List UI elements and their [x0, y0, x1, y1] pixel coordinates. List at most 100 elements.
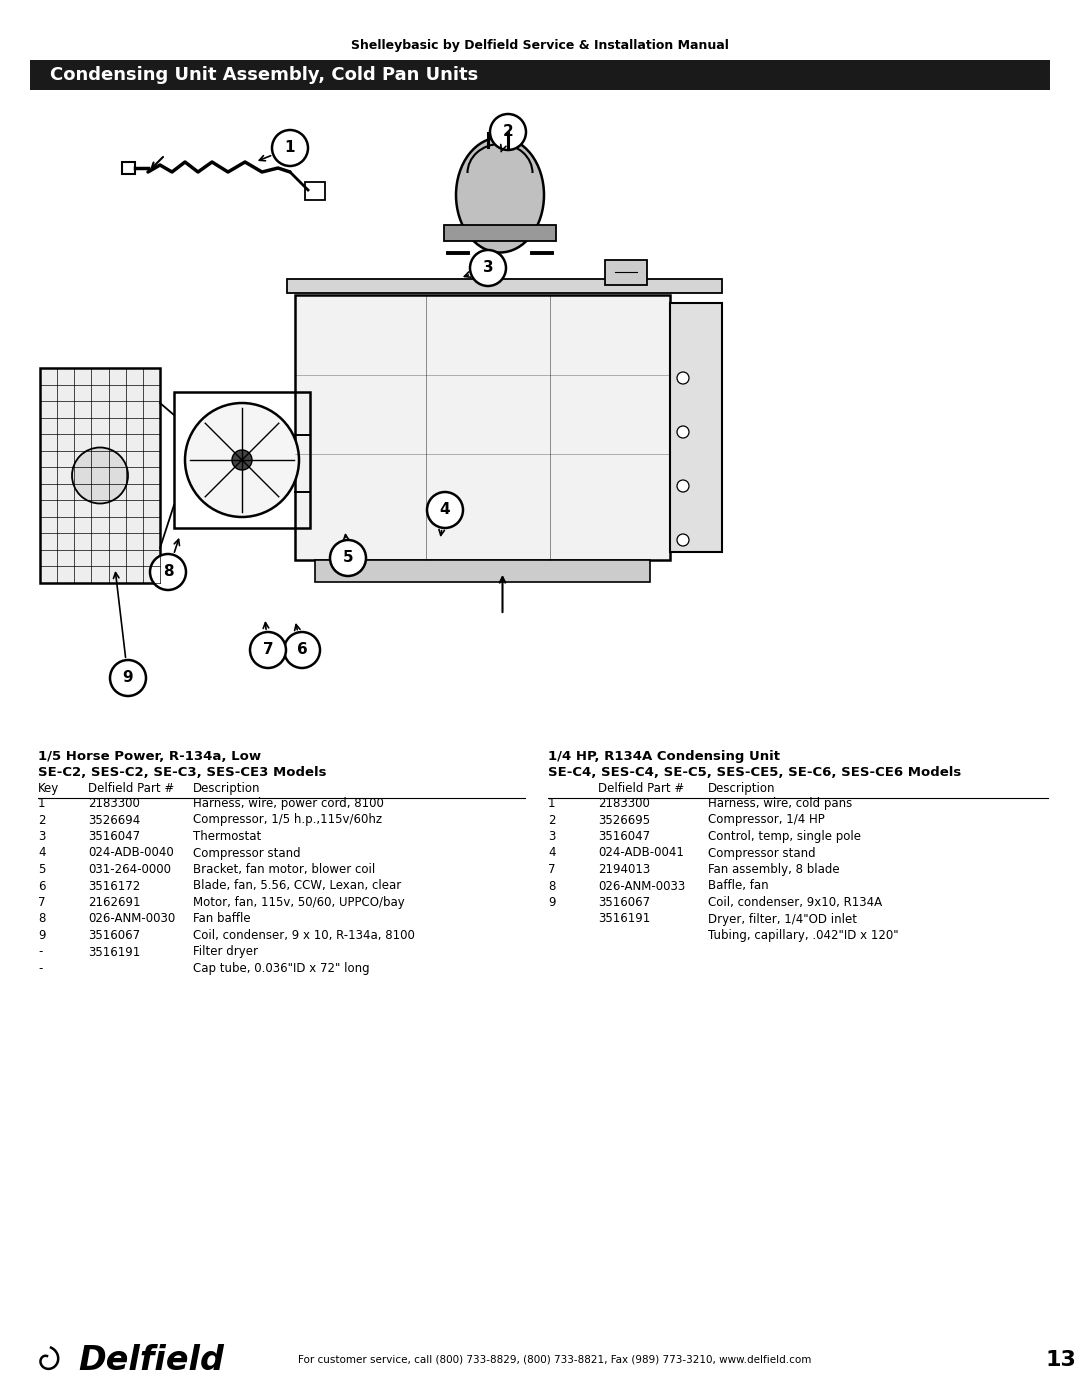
Text: 5: 5 [342, 550, 353, 566]
Text: Condensing Unit Assembly, Cold Pan Units: Condensing Unit Assembly, Cold Pan Units [50, 66, 478, 84]
Text: 2: 2 [502, 124, 513, 140]
Text: 3: 3 [38, 830, 45, 842]
Circle shape [249, 631, 286, 668]
Text: 026-ANM-0030: 026-ANM-0030 [87, 912, 175, 925]
Circle shape [330, 541, 366, 576]
Text: 3516172: 3516172 [87, 880, 140, 893]
Text: 7: 7 [38, 895, 45, 909]
FancyBboxPatch shape [670, 303, 723, 552]
Text: 1: 1 [285, 141, 295, 155]
Circle shape [490, 115, 526, 149]
Text: Delfield: Delfield [78, 1344, 224, 1376]
Text: 4: 4 [548, 847, 555, 859]
Text: 024-ADB-0041: 024-ADB-0041 [598, 847, 684, 859]
Text: Coil, condenser, 9 x 10, R-134a, 8100: Coil, condenser, 9 x 10, R-134a, 8100 [193, 929, 415, 942]
Text: -: - [38, 946, 42, 958]
Text: 4: 4 [440, 503, 450, 517]
Text: 3516191: 3516191 [598, 912, 650, 925]
Text: Dryer, filter, 1/4"OD inlet: Dryer, filter, 1/4"OD inlet [708, 912, 858, 925]
Text: 1/4 HP, R134A Condensing Unit: 1/4 HP, R134A Condensing Unit [548, 750, 780, 763]
Text: Fan baffle: Fan baffle [193, 912, 251, 925]
Text: 1/5 Horse Power, R-134a, Low: 1/5 Horse Power, R-134a, Low [38, 750, 261, 763]
Text: 8: 8 [38, 912, 45, 925]
Text: 5: 5 [38, 863, 45, 876]
Text: 3516067: 3516067 [598, 895, 650, 909]
FancyBboxPatch shape [315, 560, 650, 583]
Text: Blade, fan, 5.56, CCW, Lexan, clear: Blade, fan, 5.56, CCW, Lexan, clear [193, 880, 402, 893]
Text: Shelleybasic by Delfield Service & Installation Manual: Shelleybasic by Delfield Service & Insta… [351, 39, 729, 53]
Text: 2: 2 [38, 813, 45, 827]
Text: Delfield Part #: Delfield Part # [598, 782, 685, 795]
Text: Key: Key [38, 782, 59, 795]
Text: 7: 7 [548, 863, 555, 876]
Text: For customer service, call (800) 733-8829, (800) 733-8821, Fax (989) 773-3210, w: For customer service, call (800) 733-882… [298, 1355, 812, 1365]
Text: Cap tube, 0.036"ID x 72" long: Cap tube, 0.036"ID x 72" long [193, 963, 369, 975]
Text: Compressor stand: Compressor stand [193, 847, 300, 859]
Ellipse shape [456, 137, 544, 253]
Text: SE-C2, SES-C2, SE-C3, SES-CE3 Models: SE-C2, SES-C2, SE-C3, SES-CE3 Models [38, 766, 326, 780]
Text: Coil, condenser, 9x10, R134A: Coil, condenser, 9x10, R134A [708, 895, 882, 909]
FancyBboxPatch shape [305, 182, 325, 200]
Text: 2194013: 2194013 [598, 863, 650, 876]
Text: 3516047: 3516047 [87, 830, 140, 842]
Text: 8: 8 [548, 880, 555, 893]
Circle shape [677, 534, 689, 546]
Text: 3526695: 3526695 [598, 813, 650, 827]
FancyBboxPatch shape [287, 279, 723, 293]
Text: Thermostat: Thermostat [193, 830, 261, 842]
Text: Fan assembly, 8 blade: Fan assembly, 8 blade [708, 863, 839, 876]
Circle shape [272, 130, 308, 166]
Circle shape [72, 447, 129, 503]
Text: Delfield Part #: Delfield Part # [87, 782, 174, 795]
FancyBboxPatch shape [605, 260, 647, 285]
Text: 2: 2 [548, 813, 555, 827]
FancyBboxPatch shape [40, 367, 160, 583]
Text: Control, temp, single pole: Control, temp, single pole [708, 830, 861, 842]
Text: 2183300: 2183300 [598, 798, 650, 810]
Text: -: - [38, 963, 42, 975]
Text: SE-C4, SES-C4, SE-C5, SES-CE5, SE-C6, SES-CE6 Models: SE-C4, SES-C4, SE-C5, SES-CE5, SE-C6, SE… [548, 766, 961, 780]
Text: 1: 1 [548, 798, 555, 810]
Text: 3516067: 3516067 [87, 929, 140, 942]
Circle shape [232, 450, 252, 469]
Text: Harness, wire, power cord, 8100: Harness, wire, power cord, 8100 [193, 798, 383, 810]
Text: Motor, fan, 115v, 50/60, UPPCO/bay: Motor, fan, 115v, 50/60, UPPCO/bay [193, 895, 405, 909]
Text: Baffle, fan: Baffle, fan [708, 880, 769, 893]
Text: 3516047: 3516047 [598, 830, 650, 842]
Circle shape [427, 492, 463, 528]
Text: 4: 4 [38, 847, 45, 859]
Text: 3526694: 3526694 [87, 813, 140, 827]
Text: 2162691: 2162691 [87, 895, 140, 909]
Circle shape [185, 402, 299, 517]
Text: Compressor, 1/5 h.p.,115v/60hz: Compressor, 1/5 h.p.,115v/60hz [193, 813, 382, 827]
Text: Description: Description [708, 782, 775, 795]
Text: 1: 1 [38, 798, 45, 810]
Text: 6: 6 [38, 880, 45, 893]
Circle shape [677, 372, 689, 384]
Text: 13: 13 [1047, 1350, 1077, 1370]
Circle shape [284, 631, 320, 668]
Text: 3: 3 [483, 260, 494, 275]
Text: 3516191: 3516191 [87, 946, 140, 958]
Text: 9: 9 [38, 929, 45, 942]
Circle shape [110, 659, 146, 696]
Text: 7: 7 [262, 643, 273, 658]
Circle shape [677, 426, 689, 439]
Text: Harness, wire, cold pans: Harness, wire, cold pans [708, 798, 852, 810]
FancyBboxPatch shape [30, 60, 1050, 89]
Text: 026-ANM-0033: 026-ANM-0033 [598, 880, 685, 893]
Text: Tubing, capillary, .042"ID x 120": Tubing, capillary, .042"ID x 120" [708, 929, 899, 942]
Circle shape [150, 555, 186, 590]
Text: Bracket, fan motor, blower coil: Bracket, fan motor, blower coil [193, 863, 375, 876]
Text: Compressor, 1/4 HP: Compressor, 1/4 HP [708, 813, 825, 827]
Text: Filter dryer: Filter dryer [193, 946, 258, 958]
FancyBboxPatch shape [122, 162, 135, 175]
Circle shape [470, 250, 507, 286]
Text: Compressor stand: Compressor stand [708, 847, 815, 859]
Text: 2183300: 2183300 [87, 798, 140, 810]
FancyBboxPatch shape [295, 295, 670, 560]
FancyBboxPatch shape [444, 225, 556, 242]
Text: 3: 3 [548, 830, 555, 842]
Text: 9: 9 [123, 671, 133, 686]
Text: Description: Description [193, 782, 260, 795]
